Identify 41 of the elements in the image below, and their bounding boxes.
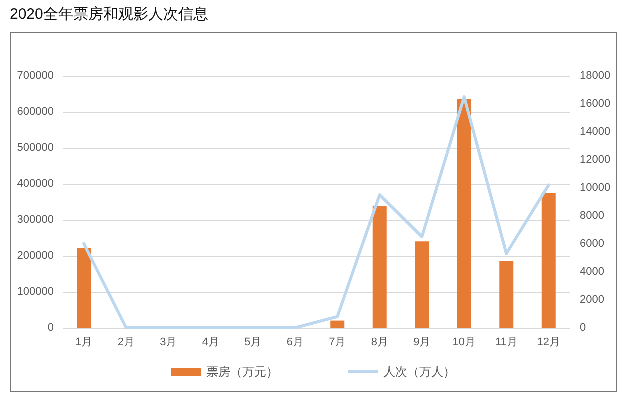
y-tick-label: 300000: [17, 214, 54, 226]
bar: [330, 320, 345, 328]
y-tick-label: 0: [48, 322, 54, 334]
bar: [415, 242, 430, 328]
x-tick-label: 10月: [452, 336, 476, 348]
x-tick-label: 12月: [537, 336, 560, 348]
x-tick-label: 11月: [495, 336, 518, 348]
y-tick-label: 400000: [17, 178, 54, 190]
y-tick-label: 100000: [17, 286, 54, 298]
x-tick-label: 9月: [414, 336, 431, 348]
y2-tick-label: 14000: [580, 126, 611, 138]
bar: [372, 206, 387, 328]
x-tick-label: 8月: [371, 336, 388, 348]
y2-tick-label: 0: [580, 322, 586, 334]
bar: [542, 193, 556, 328]
y2-tick-label: 10000: [580, 182, 611, 194]
bar: [77, 248, 92, 328]
bar: [500, 261, 514, 328]
y2-tick-label: 2000: [580, 294, 604, 306]
x-tick-label: 5月: [244, 336, 262, 348]
x-tick-label: 7月: [329, 336, 346, 348]
x-tick-label: 3月: [160, 336, 178, 348]
chart-title: 2020全年票房和观影人次信息: [10, 5, 208, 24]
y2-tick-label: 18000: [580, 70, 611, 82]
legend-label: 人次（万人）: [384, 365, 456, 379]
legend-label: 票房（万元）: [206, 365, 278, 379]
bar: [457, 99, 472, 328]
y2-tick-label: 16000: [580, 98, 611, 110]
y2-tick-label: 6000: [580, 238, 604, 250]
line-series: [82, 96, 550, 330]
x-tick-label: 1月: [76, 336, 93, 348]
y-tick-label: 600000: [17, 106, 54, 118]
y2-tick-label: 12000: [580, 154, 611, 166]
x-tick-label: 2月: [118, 336, 135, 348]
y2-tick-label: 8000: [580, 210, 604, 222]
x-tick-label: 6月: [286, 336, 304, 348]
y2-tick-label: 4000: [580, 266, 604, 278]
x-tick-label: 4月: [202, 336, 220, 348]
y-tick-label: 500000: [17, 142, 54, 154]
y-tick-label: 200000: [17, 250, 54, 262]
y-tick-label: 700000: [17, 70, 54, 82]
